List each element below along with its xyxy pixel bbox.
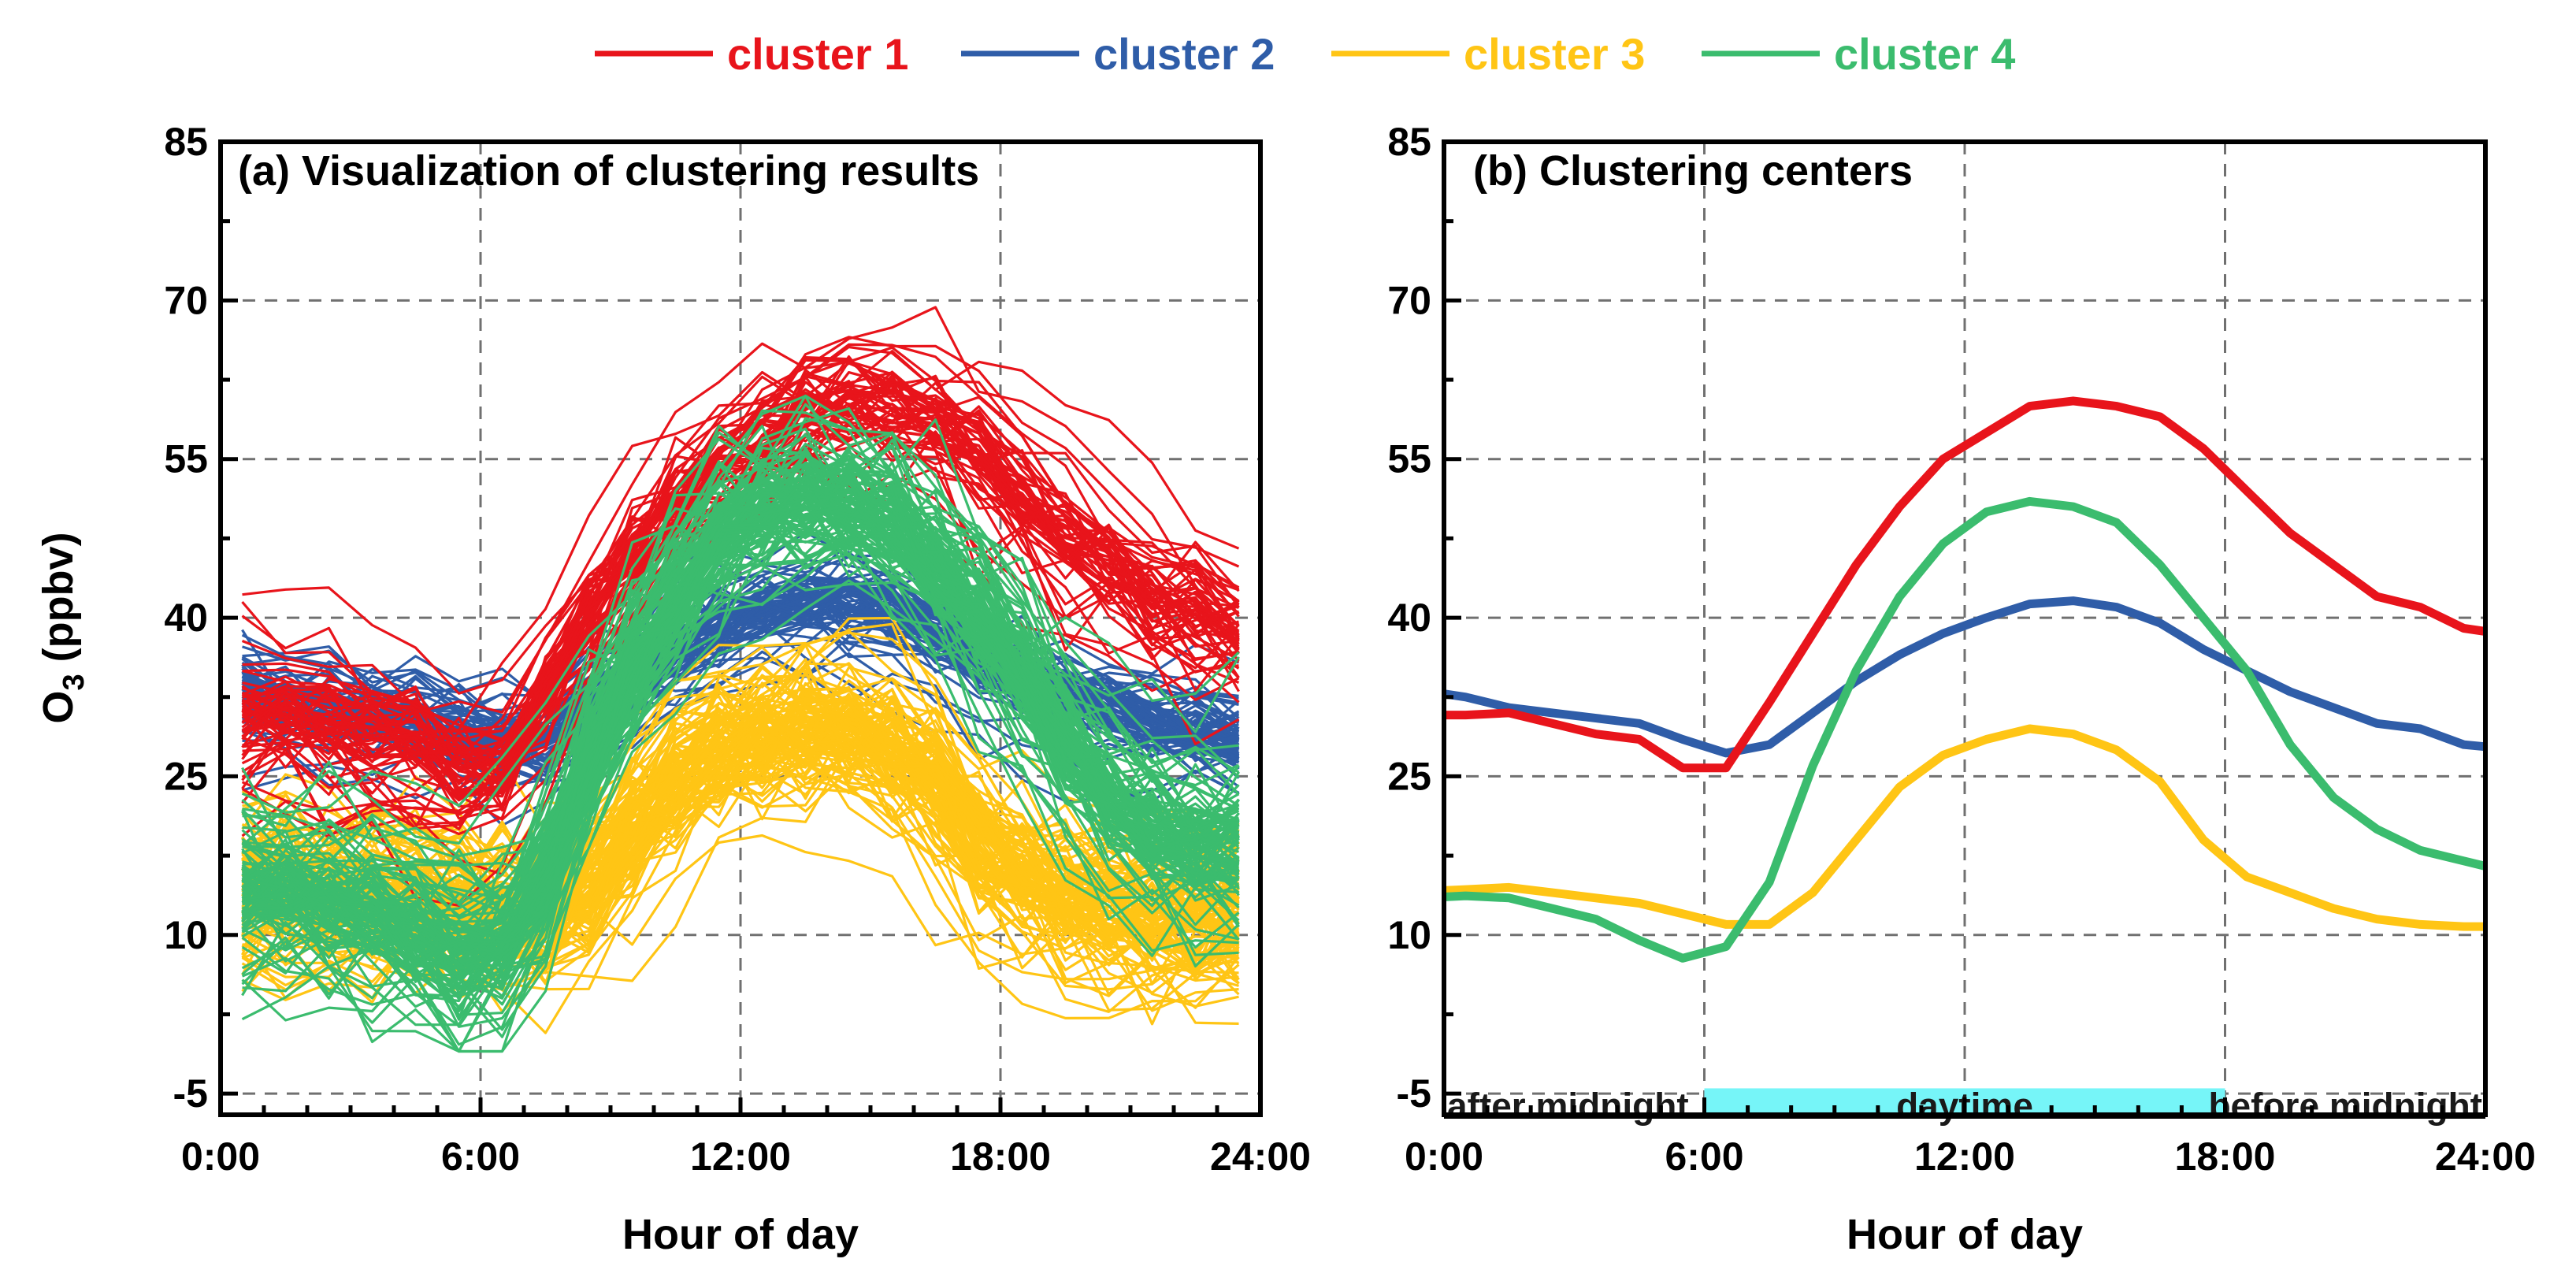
legend-label: cluster 3 [1464,29,1645,79]
y-tick-label: 55 [164,437,208,481]
panel-a-lines [241,306,1240,1053]
center-line-cluster1 [1444,396,2486,773]
sample-line-cluster1 [241,306,1240,783]
y-tick-label: 10 [164,913,208,957]
x-tick-label: 6:00 [1665,1134,1743,1179]
sample-line-cluster1 [241,413,1240,761]
sample-line-cluster4 [241,446,1239,995]
time-band-label: before midnight [2208,1085,2482,1126]
center-line-cluster3 [1443,724,2485,931]
sample-line-cluster4 [241,522,1240,986]
sample-line-cluster3 [241,697,1239,908]
panel-a-ticks: -5 10 25 40 55 70 85 0:00 6:00 12:00 18:00 24:00 [164,120,1311,1179]
panel-b: after midnight daytime before midnight -51… [1387,120,2536,1258]
sample-line-cluster4 [241,510,1239,1000]
y-tick-label: 85 [1387,120,1431,164]
sample-line-cluster1 [241,407,1240,796]
panel-b-xlabel: Hour of day [1847,1211,2083,1258]
sample-line-cluster1 [242,342,1240,733]
sample-line-cluster4 [242,394,1240,930]
legend-label: cluster 1 [727,29,908,79]
y-tick-label: 55 [1387,437,1431,481]
center-line-cluster4 [1443,496,2487,963]
x-tick-label: 0:00 [1405,1134,1483,1179]
sample-line-cluster4 [242,531,1239,1006]
x-tick-label: 24:00 [1210,1134,1311,1179]
legend-label: cluster 4 [1834,29,2015,79]
panel-a-title: (a) Visualization of clustering results [238,147,979,195]
x-tick-label: 24:00 [2435,1134,2536,1179]
sample-line-cluster4 [241,418,1240,941]
y-tick-label: 70 [164,278,208,322]
center-line-cluster2 [1443,596,2486,758]
sample-line-cluster1 [242,343,1240,784]
sample-line-cluster4 [242,485,1240,958]
x-tick-label: 12:00 [1914,1134,2015,1179]
panel-a-xlabel: Hour of day [622,1211,859,1258]
legend-label: cluster 2 [1093,29,1275,79]
sample-line-cluster4 [241,515,1239,1003]
y-tick-label: 25 [164,754,208,798]
legend: cluster 1 cluster 2 cluster 3 cluster 4 [595,29,2015,79]
x-tick-label: 12:00 [690,1134,791,1179]
y-tick-label: 25 [1387,754,1431,798]
sample-line-cluster1 [241,399,1240,839]
time-band-label: after midnight [1447,1085,1689,1126]
sample-line-cluster1 [241,388,1239,830]
panel-a: -5 10 25 40 55 70 85 0:00 6:00 12:00 18:00 24:00 (a… [35,120,1311,1258]
sample-line-cluster1 [241,377,1240,741]
sample-line-cluster4 [241,480,1240,951]
sample-line-cluster4 [241,525,1239,1006]
x-tick-label: 6:00 [441,1134,520,1179]
y-tick-label: 40 [1387,596,1431,640]
sample-line-cluster4 [241,475,1240,1010]
y-tick-label: 40 [164,596,208,640]
y-tick-label: 70 [1387,278,1431,322]
panel-b-lines [1443,396,2487,963]
y-tick-label: 10 [1387,913,1431,957]
panel-b-ticks: -5 10 25 40 55 70 85 0:00 6:00 12:00 18:00 24:00 [1387,120,2536,1179]
x-tick-label: 18:00 [2175,1134,2276,1179]
sample-line-cluster4 [241,481,1240,971]
y-tick-label: 85 [164,120,208,164]
panel-b-title: (b) Clustering centers [1473,147,1913,195]
y-tick-label: -5 [173,1071,208,1116]
x-tick-label: 18:00 [950,1134,1051,1179]
x-tick-label: 0:00 [181,1134,260,1179]
panel-a-ylabel: O3 (ppbv) [35,532,91,723]
sample-line-cluster1 [241,394,1240,763]
sample-line-cluster4 [242,513,1240,900]
y-tick-label: -5 [1397,1071,1431,1116]
